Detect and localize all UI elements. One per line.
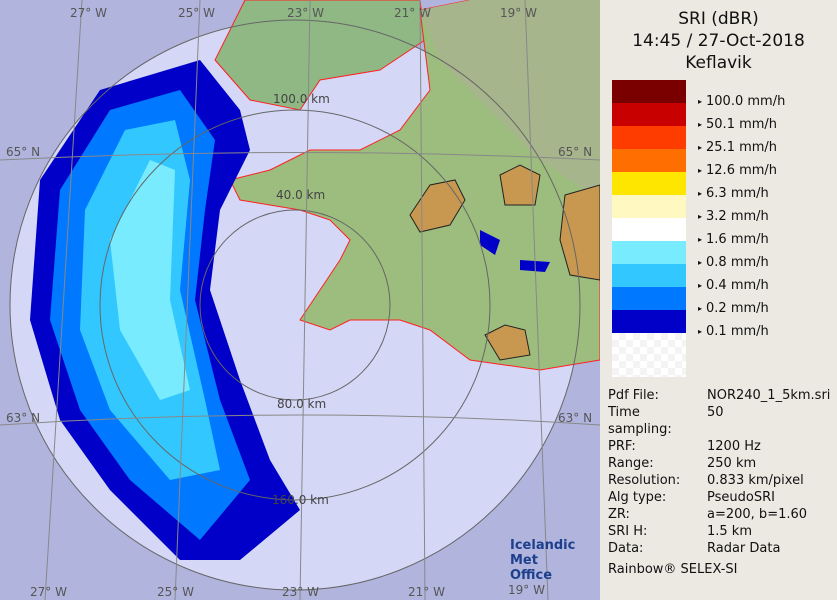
info-row: Alg type: PseudoSRI [608, 489, 830, 506]
legend-label: 50.1 mm/h [698, 117, 777, 132]
lon-label-top: 27° W [70, 6, 107, 20]
legend-label: 25.1 mm/h [698, 140, 777, 155]
info-row: SRI H: 1.5 km [608, 523, 830, 540]
range-rings [9, 19, 581, 591]
range-label: 100.0 km [273, 92, 330, 106]
lon-label-bottom: 19° W [508, 583, 545, 597]
info-key: Data: [608, 541, 644, 556]
info-row: Range: 250 km [608, 455, 830, 472]
lat-label-right: 63° N [558, 411, 593, 425]
info-table: Pdf File: NOR240_1_5km.sri Time sampling: 5… [608, 387, 830, 578]
legend-label: 12.6 mm/h [698, 163, 777, 178]
info-key: ZR: [608, 507, 630, 522]
legend-label: 0.2 mm/h [698, 301, 769, 316]
radar-map[interactable]: 27° W 25° W 23° W 21° W 19° W 27° W 25° … [0, 0, 600, 600]
lon-label-top: 19° W [500, 6, 537, 20]
range-label: 40.0 km [276, 188, 326, 202]
info-value: 50 [707, 405, 724, 420]
legend-swatch [612, 149, 686, 172]
lon-label-bottom: 27° W [30, 585, 67, 599]
info-row: ZR: a=200, b=1.60 [608, 506, 830, 523]
info-key: SRI H: [608, 524, 648, 539]
lon-label-top: 25° W [178, 6, 215, 20]
legend-swatch [612, 310, 686, 333]
lon-label-bottom: 21° W [408, 585, 445, 599]
legend-label: 0.1 mm/h [698, 324, 769, 339]
legend-swatch [612, 195, 686, 218]
lat-label-left: 63° N [6, 411, 41, 425]
legend-label: 0.8 mm/h [698, 255, 769, 270]
datetime: 14:45 / 27-Oct-2018 [632, 31, 805, 51]
glaciers [409, 164, 600, 361]
range-label: 80.0 km [277, 397, 327, 411]
legend-panel: SRI (dBR) 14:45 / 27-Oct-2018 Keflavik 1… [600, 0, 837, 600]
legend-swatch [612, 126, 686, 149]
info-row: Pdf File: NOR240_1_5km.sri [608, 387, 830, 404]
legend-swatch [612, 287, 686, 310]
range-label: 160.0 km [272, 493, 329, 507]
lon-label-top: 21° W [394, 6, 431, 20]
legend-label: 0.4 mm/h [698, 278, 769, 293]
no-data-swatch [612, 333, 686, 377]
legend-swatch [612, 172, 686, 195]
legend-swatch [612, 264, 686, 287]
legend-swatch [612, 80, 686, 103]
legend-label: 3.2 mm/h [698, 209, 769, 224]
info-key: Resolution: [608, 473, 681, 488]
info-key: PRF: [608, 439, 636, 454]
info-value: Radar Data [707, 541, 781, 556]
land [214, 0, 600, 371]
product-title: SRI (dBR) [678, 9, 759, 29]
info-row: PRF: 1200 Hz [608, 438, 830, 455]
info-key: Time sampling: [608, 405, 672, 437]
info-key: Range: [608, 456, 654, 471]
legend-swatch [612, 218, 686, 241]
info-value: a=200, b=1.60 [707, 507, 808, 522]
info-value: PseudoSRI [707, 490, 775, 505]
graticule [0, 0, 600, 600]
info-row: Time sampling: 50 [608, 404, 830, 438]
radar-echoes [30, 60, 550, 560]
info-value: 1200 Hz [707, 439, 761, 454]
color-legend: 100.0 mm/h 50.1 mm/h 25.1 mm/h 12.6 mm/h 6.3… [612, 80, 785, 377]
legend-label: 100.0 mm/h [698, 94, 785, 109]
lon-label-bottom: 25° W [157, 585, 194, 599]
map-canvas [0, 0, 600, 600]
info-row: Resolution: 0.833 km/pixel [608, 472, 830, 489]
info-row: Data: Radar Data [608, 540, 830, 557]
site-name: Keflavik [685, 53, 752, 73]
info-value: 0.833 km/pixel [707, 473, 804, 488]
lon-label-bottom: 23° W [282, 585, 319, 599]
imo-logo: Icelandic Met Office [510, 538, 576, 583]
info-value: 1.5 km [707, 524, 752, 539]
legend-swatch [612, 241, 686, 264]
legend-swatch [612, 103, 686, 126]
info-value: 250 km [707, 456, 757, 471]
info-key: Alg type: [608, 490, 667, 505]
info-key: Pdf File: [608, 388, 659, 403]
lon-label-top: 23° W [287, 6, 324, 20]
lat-label-right: 65° N [558, 145, 593, 159]
info-value: NOR240_1_5km.sri [707, 388, 831, 403]
lat-label-left: 65° N [6, 145, 41, 159]
legend-label: 6.3 mm/h [698, 186, 769, 201]
credit: Rainbow® SELEX-SI [608, 562, 738, 577]
legend-label: 1.6 mm/h [698, 232, 769, 247]
